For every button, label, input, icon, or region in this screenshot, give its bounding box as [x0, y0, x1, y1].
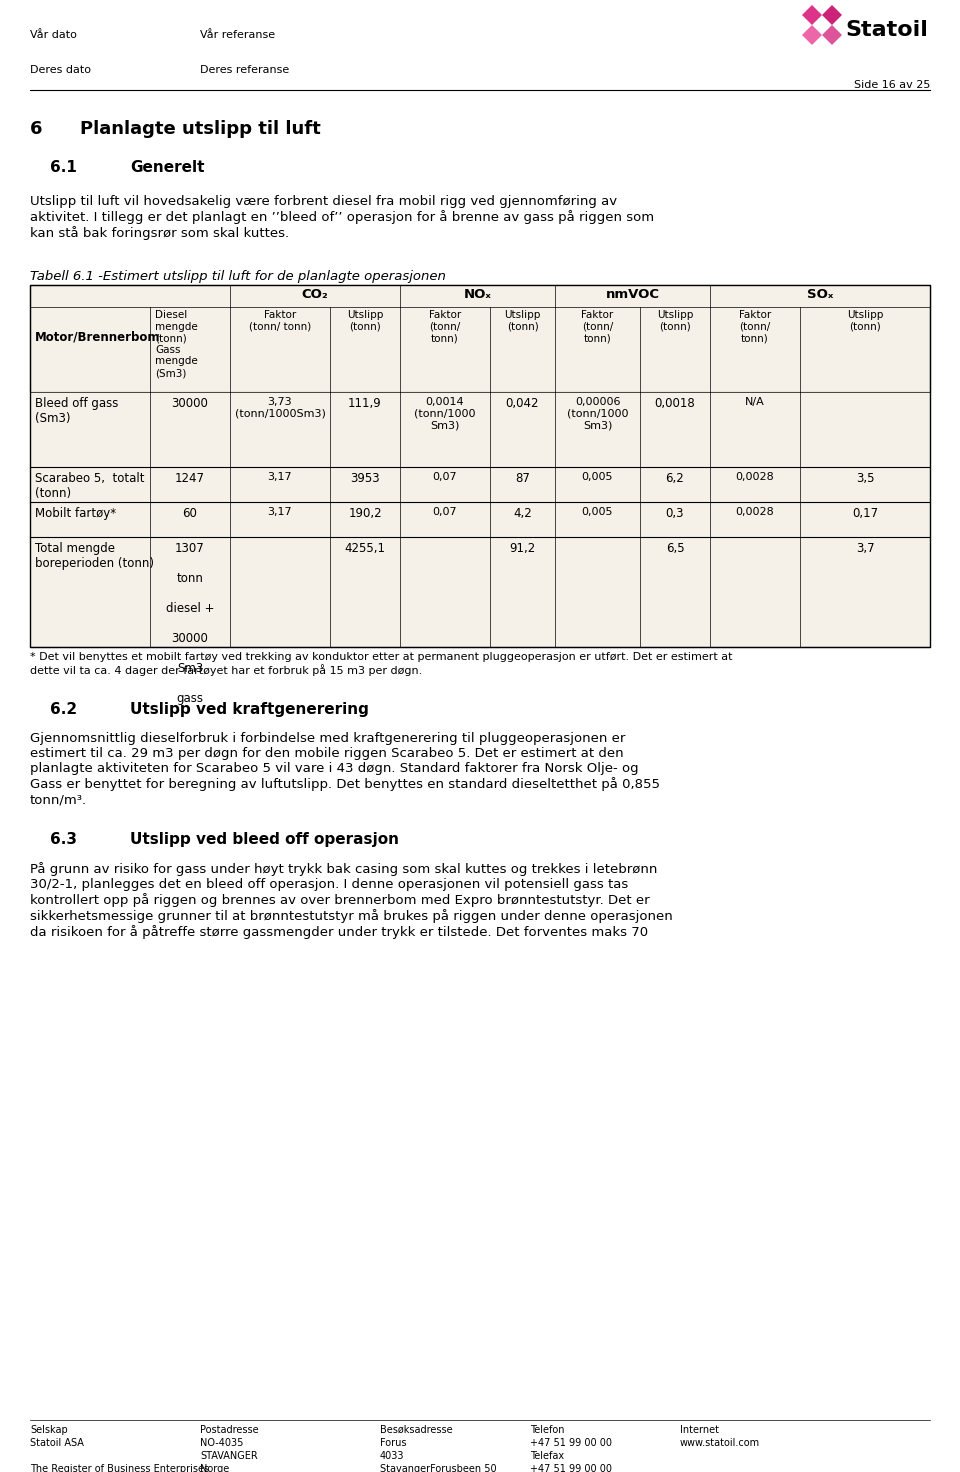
Text: Planlagte utslipp til luft: Planlagte utslipp til luft [80, 121, 321, 138]
Text: N/A: N/A [745, 397, 765, 406]
Text: Faktor
(tonn/
tonn): Faktor (tonn/ tonn) [582, 311, 613, 343]
Bar [555, 286, 710, 308]
Text: Telefon: Telefon [530, 1425, 564, 1435]
Text: 0,0018: 0,0018 [655, 397, 695, 411]
Text: 3,7: 3,7 [855, 542, 875, 555]
Text: 0,042: 0,042 [506, 397, 540, 411]
Text: 0,0028: 0,0028 [735, 506, 775, 517]
Text: Besøksadresse: Besøksadresse [380, 1425, 452, 1435]
Text: Deres dato: Deres dato [30, 65, 91, 75]
Text: Utslipp ved kraftgenerering: Utslipp ved kraftgenerering [130, 702, 369, 717]
Text: Postadresse: Postadresse [200, 1425, 258, 1435]
Text: Tabell 6.1 -Estimert utslipp til luft for de planlagte operasjonen: Tabell 6.1 -Estimert utslipp til luft fo… [30, 269, 445, 283]
Text: 3,17: 3,17 [268, 473, 292, 481]
Text: 0,0014
(tonn/1000
Sm3): 0,0014 (tonn/1000 Sm3) [415, 397, 476, 430]
Text: 4,2: 4,2 [514, 506, 532, 520]
Text: Norge: Norge [200, 1465, 229, 1472]
Text: Motor/Brennerbom: Motor/Brennerbom [35, 331, 160, 343]
Text: The Register of Business Enterprises: The Register of Business Enterprises [30, 1465, 209, 1472]
Polygon shape [822, 25, 842, 46]
Text: Utslipp
(tonn): Utslipp (tonn) [347, 311, 383, 331]
Text: 190,2: 190,2 [348, 506, 382, 520]
Text: Total mengde
boreperioden (tonn): Total mengde boreperioden (tonn) [35, 542, 154, 570]
Text: CO₂: CO₂ [301, 289, 328, 300]
Text: 6: 6 [30, 121, 42, 138]
Text: Scarabeo 5,  totalt
(tonn): Scarabeo 5, totalt (tonn) [35, 473, 145, 500]
Text: 87: 87 [516, 473, 530, 484]
Text: NOₓ: NOₓ [464, 289, 492, 300]
Text: Gjennomsnittlig dieselforbruk i forbindelse med kraftgenerering til pluggeoperas: Gjennomsnittlig dieselforbruk i forbinde… [30, 732, 660, 807]
Text: Utslipp
(tonn): Utslipp (tonn) [657, 311, 693, 331]
Text: Mobilt fartøy*: Mobilt fartøy* [35, 506, 116, 520]
Text: 6,5: 6,5 [665, 542, 684, 555]
Text: 1247: 1247 [175, 473, 205, 484]
Polygon shape [802, 25, 822, 46]
Text: Forus: Forus [380, 1438, 406, 1448]
Text: Vår referanse: Vår referanse [200, 29, 276, 40]
Text: Bleed off gass
(Sm3): Bleed off gass (Sm3) [35, 397, 118, 425]
Text: Side 16 av 25: Side 16 av 25 [853, 79, 930, 90]
Text: Faktor
(tonn/
tonn): Faktor (tonn/ tonn) [429, 311, 461, 343]
Text: STAVANGER: STAVANGER [200, 1451, 257, 1462]
Text: +47 51 99 00 00: +47 51 99 00 00 [530, 1438, 612, 1448]
Bar [30, 392, 930, 467]
Text: Deres referanse: Deres referanse [200, 65, 289, 75]
Text: 111,9: 111,9 [348, 397, 382, 411]
Text: 60: 60 [182, 506, 198, 520]
Text: 0,07: 0,07 [433, 473, 457, 481]
Text: StavangerForusbeen 50: StavangerForusbeen 50 [380, 1465, 496, 1472]
Text: Selskap: Selskap [30, 1425, 68, 1435]
Text: 0,07: 0,07 [433, 506, 457, 517]
Text: 1307

tonn

diesel +

30000

Sm3

gass: 1307 tonn diesel + 30000 Sm3 gass [166, 542, 214, 705]
Text: Faktor
(tonn/
tonn): Faktor (tonn/ tonn) [739, 311, 771, 343]
Text: 0,005: 0,005 [582, 473, 613, 481]
Text: 91,2: 91,2 [510, 542, 536, 555]
Text: Utslipp
(tonn): Utslipp (tonn) [504, 311, 540, 331]
Text: 0,17: 0,17 [852, 506, 878, 520]
Bar [30, 502, 930, 537]
Text: +47 51 99 00 00: +47 51 99 00 00 [530, 1465, 612, 1472]
Text: 0,005: 0,005 [582, 506, 613, 517]
Bar [30, 537, 930, 648]
Polygon shape [822, 4, 842, 25]
Text: 3,5: 3,5 [855, 473, 875, 484]
Text: 0,3: 0,3 [665, 506, 684, 520]
Text: www.statoil.com: www.statoil.com [680, 1438, 760, 1448]
Text: 4033: 4033 [380, 1451, 404, 1462]
Text: 6.3: 6.3 [50, 832, 77, 846]
Text: NO-4035: NO-4035 [200, 1438, 244, 1448]
Text: Statoil ASA: Statoil ASA [30, 1438, 84, 1448]
Text: 6.2: 6.2 [50, 702, 77, 717]
Polygon shape [802, 4, 822, 25]
Bar [30, 467, 930, 502]
Text: 4255,1: 4255,1 [345, 542, 386, 555]
Text: Internet: Internet [680, 1425, 719, 1435]
Text: Vår dato: Vår dato [30, 29, 77, 40]
Text: Faktor
(tonn/ tonn): Faktor (tonn/ tonn) [249, 311, 311, 331]
Text: Utslipp til luft vil hovedsakelig være forbrent diesel fra mobil rigg ved gjenno: Utslipp til luft vil hovedsakelig være f… [30, 194, 654, 240]
Text: * Det vil benyttes et mobilt fartøy ved trekking av konduktor etter at permanent: * Det vil benyttes et mobilt fartøy ved … [30, 652, 732, 676]
Text: 3,17: 3,17 [268, 506, 292, 517]
Text: Diesel
mengde
(tonn)
Gass
mengde
(Sm3): Diesel mengde (tonn) Gass mengde (Sm3) [155, 311, 198, 378]
Text: 3953: 3953 [350, 473, 380, 484]
Text: nmVOC: nmVOC [606, 289, 660, 300]
Text: 30000: 30000 [172, 397, 208, 411]
Bar [710, 286, 930, 308]
Text: 3,73
(tonn/1000Sm3): 3,73 (tonn/1000Sm3) [234, 397, 325, 418]
Text: Generelt: Generelt [130, 160, 204, 175]
Bar [30, 286, 930, 392]
Text: 0,00006
(tonn/1000
Sm3): 0,00006 (tonn/1000 Sm3) [566, 397, 628, 430]
Text: 0,0028: 0,0028 [735, 473, 775, 481]
Text: Telefax: Telefax [530, 1451, 564, 1462]
Text: SOₓ: SOₓ [806, 289, 833, 300]
Text: Statoil: Statoil [845, 21, 928, 40]
Text: Utslipp ved bleed off operasjon: Utslipp ved bleed off operasjon [130, 832, 399, 846]
Bar [230, 286, 400, 308]
Text: Utslipp
(tonn): Utslipp (tonn) [847, 311, 883, 331]
Text: 6.1: 6.1 [50, 160, 77, 175]
Text: På grunn av risiko for gass under høyt trykk bak casing som skal kuttes og trekk: På grunn av risiko for gass under høyt t… [30, 863, 673, 939]
Text: 6,2: 6,2 [665, 473, 684, 484]
Bar [30, 286, 930, 648]
Bar [400, 286, 555, 308]
